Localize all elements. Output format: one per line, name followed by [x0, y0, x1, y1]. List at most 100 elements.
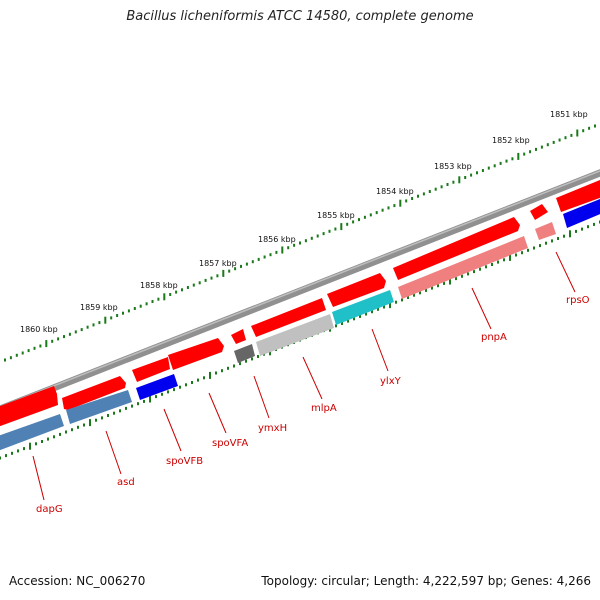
- major-tick: [449, 277, 451, 285]
- major-tick: [45, 340, 48, 348]
- minor-tick: [53, 435, 55, 439]
- minor-tick: [363, 215, 366, 219]
- major-tick: [399, 199, 402, 207]
- minor-tick: [179, 385, 181, 389]
- forward-gene-arrow[interactable]: [231, 329, 246, 344]
- gene-label-asd[interactable]: asd: [117, 477, 135, 488]
- minor-tick: [353, 317, 355, 321]
- minor-tick: [234, 267, 237, 271]
- minor-tick: [101, 416, 103, 420]
- minor-tick: [503, 258, 505, 262]
- minor-tick: [405, 199, 408, 203]
- minor-tick: [381, 208, 384, 212]
- minor-tick: [299, 241, 301, 245]
- minor-tick: [83, 423, 85, 427]
- minor-tick: [523, 152, 526, 156]
- reverse-strand-genes: [0, 197, 600, 452]
- minor-tick: [395, 300, 397, 304]
- minor-tick: [479, 267, 481, 271]
- forward-gene-arrow[interactable]: [132, 357, 170, 382]
- forward-gene-arrow[interactable]: [251, 298, 326, 337]
- gene-labels: dapG asd spoVFB spoVFA ymxH mlpA ylxY pn…: [36, 295, 590, 515]
- minor-tick: [527, 248, 529, 252]
- minor-tick: [293, 243, 296, 247]
- minor-tick: [316, 234, 319, 238]
- gene-bar-asd[interactable]: [66, 390, 132, 424]
- gene-label-spoVFB[interactable]: spoVFB: [166, 456, 203, 467]
- forward-gene-arrow[interactable]: [168, 338, 224, 370]
- minor-tick: [443, 281, 445, 285]
- gene-label-ymxH[interactable]: ymxH: [258, 423, 287, 434]
- minor-tick: [257, 355, 259, 358]
- leader-line-asd: [105, 430, 122, 475]
- gene-bar-ymxH[interactable]: [234, 344, 255, 363]
- gene-label-pnpA[interactable]: pnpA: [481, 332, 507, 343]
- minor-tick: [539, 244, 541, 248]
- forward-gene-arrow[interactable]: [530, 204, 548, 220]
- minor-tick: [437, 284, 439, 288]
- major-tick: [209, 371, 211, 379]
- minor-tick: [407, 296, 409, 299]
- minor-tick: [287, 246, 290, 250]
- gene-label-mlpA[interactable]: mlpA: [311, 403, 337, 414]
- gene-bar-mlpA[interactable]: [256, 314, 334, 356]
- gene-label-dapG[interactable]: dapG: [36, 504, 63, 515]
- minor-tick: [352, 220, 355, 224]
- major-tick: [517, 152, 520, 160]
- minor-tick: [446, 183, 449, 186]
- forward-gene-arrow[interactable]: [0, 386, 58, 428]
- minor-tick: [186, 286, 189, 289]
- minor-tick: [470, 173, 473, 177]
- minor-tick: [431, 286, 433, 290]
- gene-label-rpsO[interactable]: rpsO: [566, 295, 590, 306]
- minor-tick: [17, 449, 19, 453]
- minor-tick: [387, 206, 390, 210]
- kbp-label-1858: 1858 kbp: [140, 281, 178, 290]
- major-tick: [576, 129, 579, 137]
- minor-tick: [263, 255, 266, 259]
- gene-bar-spoVFB[interactable]: [136, 374, 178, 400]
- forward-gene-arrow[interactable]: [393, 217, 520, 280]
- minor-tick: [481, 169, 484, 172]
- minor-tick: [347, 319, 349, 323]
- gene-bar-ylxY[interactable]: [332, 290, 394, 325]
- gene-bar-dapG[interactable]: [0, 414, 64, 452]
- gene-label-spoVFA[interactable]: spoVFA: [212, 438, 248, 449]
- minor-tick: [593, 222, 595, 226]
- forward-gene-arrow[interactable]: [327, 273, 386, 307]
- minor-tick: [511, 157, 514, 161]
- major-tick: [281, 246, 284, 254]
- minor-tick: [473, 270, 475, 274]
- minor-tick: [467, 272, 469, 276]
- kbp-label-1856: 1856 kbp: [258, 235, 296, 244]
- minor-tick: [68, 332, 71, 336]
- minor-tick: [251, 357, 253, 361]
- minor-tick: [521, 251, 523, 255]
- minor-tick: [198, 281, 201, 285]
- minor-tick: [233, 364, 235, 368]
- gene-label-ylxY[interactable]: ylxY: [380, 376, 402, 387]
- gene-bar-unnamed[interactable]: [563, 197, 600, 228]
- leader-line-ymxH: [253, 375, 270, 419]
- minor-tick: [51, 339, 54, 343]
- minor-tick: [161, 392, 163, 396]
- minor-tick: [23, 447, 25, 451]
- major-tick: [104, 316, 107, 324]
- minor-tick: [371, 310, 373, 314]
- minor-tick: [57, 337, 60, 341]
- minor-tick: [587, 225, 589, 229]
- gene-bar-pnpA[interactable]: [398, 236, 528, 299]
- gene-bar-rpsO[interactable]: [535, 222, 556, 240]
- minor-tick: [9, 356, 12, 360]
- kbp-labels: 1851 kbp 1852 kbp 1853 kbp 1854 kbp 1855…: [20, 110, 588, 334]
- forward-gene-arrow[interactable]: [62, 376, 126, 410]
- minor-tick: [215, 371, 217, 375]
- minor-tick: [107, 414, 109, 417]
- forward-gene-arrow[interactable]: [556, 178, 600, 212]
- minor-tick: [95, 418, 97, 422]
- minor-tick: [359, 314, 361, 318]
- minor-tick: [39, 344, 42, 348]
- minor-tick: [485, 265, 487, 269]
- minor-tick: [575, 229, 577, 233]
